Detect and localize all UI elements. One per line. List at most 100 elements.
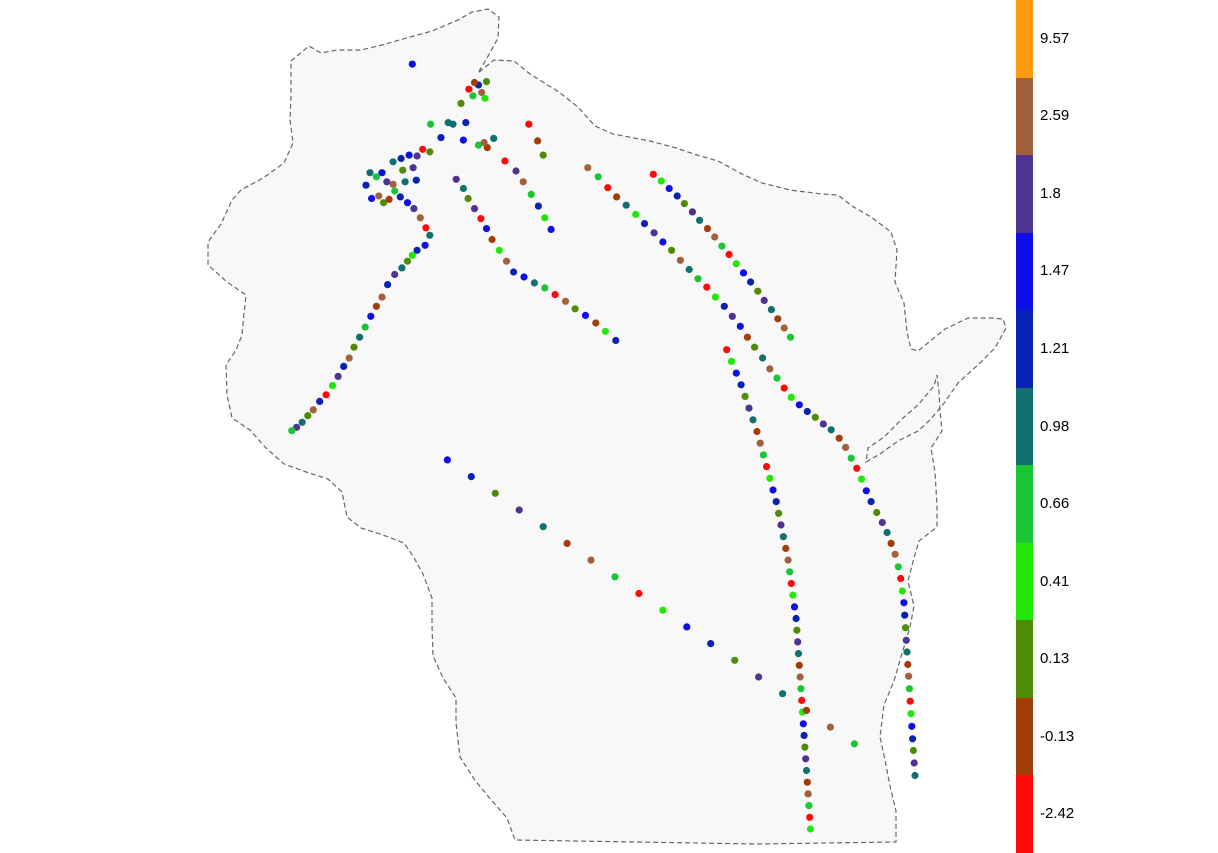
site-point [806, 813, 814, 821]
site-point [459, 136, 467, 144]
site-point [779, 533, 788, 541]
site-point [328, 382, 337, 390]
site-point [909, 746, 918, 755]
site-point [680, 200, 689, 208]
site-point [298, 418, 306, 426]
legend-swatch [1016, 0, 1033, 79]
site-point [649, 170, 657, 178]
map-canvas[interactable] [0, 0, 1010, 853]
site-point [736, 322, 744, 330]
site-point [635, 589, 643, 598]
site-point [650, 229, 658, 237]
site-point [541, 284, 549, 292]
site-point [794, 638, 802, 646]
site-point [657, 177, 665, 185]
site-point [613, 193, 621, 201]
site-point [519, 178, 527, 186]
site-point [732, 260, 740, 268]
site-point [361, 323, 369, 331]
site-point [539, 151, 547, 159]
site-point [391, 270, 399, 279]
site-point [561, 297, 570, 305]
legend-label: 0.41 [1040, 572, 1070, 590]
site-point [322, 391, 330, 399]
site-point [482, 225, 491, 233]
site-point [801, 743, 809, 751]
site-point [784, 556, 792, 564]
site-point [891, 550, 899, 558]
site-point [316, 397, 324, 405]
site-point [741, 392, 749, 400]
site-point [793, 626, 801, 634]
site-point [527, 190, 535, 198]
site-point [659, 238, 667, 246]
site-point [422, 224, 430, 232]
site-point [819, 420, 827, 428]
site-point [769, 486, 777, 494]
site-point [366, 169, 374, 177]
site-point [897, 574, 905, 583]
site-point [640, 220, 649, 228]
site-point [858, 475, 866, 483]
site-point [378, 293, 386, 301]
legend-swatch [1016, 542, 1033, 621]
site-point [676, 256, 685, 264]
site-point [898, 587, 906, 595]
legend-label: -0.13 [1040, 727, 1075, 745]
site-point [902, 636, 910, 644]
site-point [798, 696, 806, 705]
site-point [797, 685, 805, 693]
site-point [443, 456, 451, 464]
site-point [790, 603, 799, 611]
site-point [847, 454, 855, 462]
site-point [412, 176, 420, 184]
legend-swatch [1016, 697, 1033, 776]
site-point [754, 287, 762, 295]
site-point [399, 166, 407, 174]
site-point [398, 264, 406, 272]
site-point [601, 327, 610, 335]
site-point [805, 802, 813, 810]
site-point [903, 648, 911, 656]
site-point [426, 148, 434, 156]
site-point [802, 766, 811, 775]
site-point [780, 324, 788, 332]
site-point [491, 489, 499, 497]
site-point [465, 85, 473, 93]
site-point [802, 706, 811, 715]
site-point [800, 731, 808, 740]
site-point [792, 614, 800, 623]
site-point [534, 137, 542, 145]
site-point [873, 508, 881, 517]
site-point [334, 372, 342, 380]
site-point [525, 120, 533, 128]
site-point [367, 312, 375, 320]
legend-label: -2.42 [1040, 805, 1075, 823]
site-point [481, 94, 489, 102]
site-point [372, 173, 380, 181]
legend-swatch [1016, 620, 1033, 699]
site-point [416, 214, 424, 222]
site-point [777, 521, 785, 529]
legend-swatch [1016, 310, 1033, 389]
site-point [763, 463, 771, 471]
site-point [909, 735, 917, 743]
site-point [725, 250, 733, 259]
map-area[interactable] [0, 0, 1010, 853]
site-point [802, 755, 810, 763]
site-point [401, 178, 409, 186]
site-point [632, 210, 640, 218]
site-point [449, 120, 457, 128]
site-point [731, 656, 739, 664]
site-point [767, 306, 776, 314]
site-point [389, 180, 397, 188]
site-point [850, 740, 859, 748]
site-point [806, 825, 815, 833]
site-point [900, 599, 908, 607]
site-point [905, 685, 914, 693]
site-point [413, 246, 421, 254]
legend-label: 0.98 [1040, 417, 1070, 435]
site-point [482, 78, 491, 86]
site-point [594, 173, 602, 181]
site-point [766, 474, 774, 482]
